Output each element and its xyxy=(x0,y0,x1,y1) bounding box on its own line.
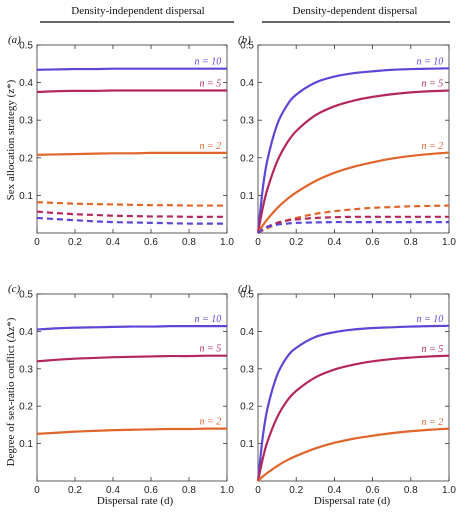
column-header-left: Density-independent dispersal xyxy=(71,5,205,17)
series-line xyxy=(36,354,228,363)
series-line-dashed xyxy=(257,215,449,234)
y-tick-label: 0.1 xyxy=(19,439,33,450)
panel-c: (c) 0 0.2 0.4 0.6 0.8 1.0 0.1 0.2 0.3 0.4 0.5 n = 10… xyxy=(8,283,234,496)
series-name-label: n = 2 xyxy=(200,417,222,428)
panel-label: (b) xyxy=(238,34,251,46)
series-line-dashed xyxy=(36,216,227,225)
x-tick-label: 0.2 xyxy=(289,485,303,496)
x-tick-label: 0 xyxy=(255,485,261,496)
y-tick-label: 0.1 xyxy=(240,439,254,450)
y-tick-label: 0.5 xyxy=(240,41,254,52)
x-tick-label: 0.8 xyxy=(404,237,418,248)
series-line xyxy=(257,427,450,482)
x-tick-label: 1.0 xyxy=(220,237,234,248)
x-tick-label: 0.8 xyxy=(182,485,196,496)
plot-frame xyxy=(36,293,228,482)
x-tick-label: 0.8 xyxy=(404,485,418,496)
plot-frame xyxy=(257,44,450,234)
plot-frame xyxy=(36,44,228,234)
y-tick-label: 0.3 xyxy=(240,116,254,127)
series-name-label: n = 5 xyxy=(422,344,444,355)
y-tick-label: 0.4 xyxy=(19,327,33,338)
x-tick-label: 0.6 xyxy=(144,485,158,496)
panel-label: (c) xyxy=(8,283,21,295)
y-tick-label: 0.4 xyxy=(240,327,254,338)
y-axis-label-bottom: Degree of sex-ratio conflict (Δz*) xyxy=(5,317,17,466)
panel-d: (d) 0 0.2 0.4 0.6 0.8 1.0 0.1 0.2 0.3 0.4 0.5 n = 10… xyxy=(238,283,456,496)
series-line xyxy=(256,354,450,482)
x-tick-label: 0.2 xyxy=(68,237,82,248)
panel-a: (a) 0 0.2 0.4 0.6 0.8 1.0 0.1 0.2 0.3 0.4 0.5 n = 10… xyxy=(8,34,234,248)
series-line xyxy=(257,151,450,234)
series-name-label: n = 10 xyxy=(417,56,444,67)
x-tick-label: 0.6 xyxy=(366,237,380,248)
x-tick-label: 1.0 xyxy=(442,485,456,496)
series-line xyxy=(256,67,450,234)
column-header-right: Density-dependent dispersal xyxy=(293,5,418,17)
y-tick-label: 0.1 xyxy=(240,191,254,202)
x-tick-label: 0.4 xyxy=(106,485,120,496)
series-name-label: n = 5 xyxy=(200,78,222,89)
y-tick-label: 0.3 xyxy=(240,364,254,375)
series-line-dashed xyxy=(257,204,450,234)
x-axis-label-left: Dispersal rate (d) xyxy=(97,495,174,507)
x-tick-label: 0.4 xyxy=(106,237,120,248)
y-tick-label: 0.3 xyxy=(19,364,33,375)
y-axis-label-top: Sex allocation strategy (z*) xyxy=(5,79,17,200)
series-line-dashed xyxy=(257,220,449,234)
x-tick-label: 0 xyxy=(34,485,40,496)
plot-frame xyxy=(257,293,450,482)
x-tick-label: 0.4 xyxy=(327,485,341,496)
series-line-dashed xyxy=(36,201,227,207)
series-name-label: n = 2 xyxy=(200,141,222,152)
series-line xyxy=(36,427,228,435)
panel-label: (a) xyxy=(8,34,21,46)
x-tick-label: 0.8 xyxy=(182,237,196,248)
series-name-label: n = 5 xyxy=(422,79,444,90)
y-tick-label: 0.5 xyxy=(240,290,254,301)
x-tick-label: 0.6 xyxy=(366,485,380,496)
series-name-label: n = 2 xyxy=(422,417,444,428)
y-tick-label: 0.1 xyxy=(19,191,33,202)
panel-label: (d) xyxy=(238,283,251,295)
y-tick-label: 0.2 xyxy=(19,153,33,164)
series-line xyxy=(36,89,227,94)
y-tick-label: 0.2 xyxy=(19,402,33,413)
series-name-label: n = 2 xyxy=(422,141,444,152)
y-tick-label: 0.4 xyxy=(19,78,33,89)
series-line xyxy=(256,324,450,482)
x-tick-label: 0 xyxy=(255,237,261,248)
y-tick-label: 0.2 xyxy=(240,153,254,164)
series-line xyxy=(36,151,227,156)
series-name-label: n = 10 xyxy=(195,314,222,325)
x-tick-label: 0.2 xyxy=(68,485,82,496)
series-line xyxy=(36,67,227,71)
series-name-label: n = 10 xyxy=(417,314,444,325)
y-tick-label: 0.2 xyxy=(240,402,254,413)
y-tick-label: 0.3 xyxy=(19,116,33,127)
series-line-dashed xyxy=(36,210,227,218)
series-name-label: n = 10 xyxy=(195,57,222,68)
series-line xyxy=(256,89,450,234)
series-line xyxy=(36,325,227,331)
y-tick-label: 0.5 xyxy=(19,290,33,301)
x-axis-label-right: Dispersal rate (d) xyxy=(314,495,391,507)
x-tick-label: 1.0 xyxy=(442,237,456,248)
series-name-label: n = 5 xyxy=(200,344,222,355)
y-tick-label: 0.5 xyxy=(19,41,33,52)
panel-b: (b) 0 0.2 0.4 0.6 0.8 1.0 0.1 0.2 0.3 0.4 0.5 n = 10… xyxy=(238,34,456,248)
x-tick-label: 0.6 xyxy=(144,237,158,248)
x-tick-label: 0.2 xyxy=(289,237,303,248)
x-tick-label: 0 xyxy=(34,237,40,248)
x-tick-label: 0.4 xyxy=(327,237,341,248)
x-tick-label: 1.0 xyxy=(220,485,234,496)
y-tick-label: 0.4 xyxy=(240,78,254,89)
